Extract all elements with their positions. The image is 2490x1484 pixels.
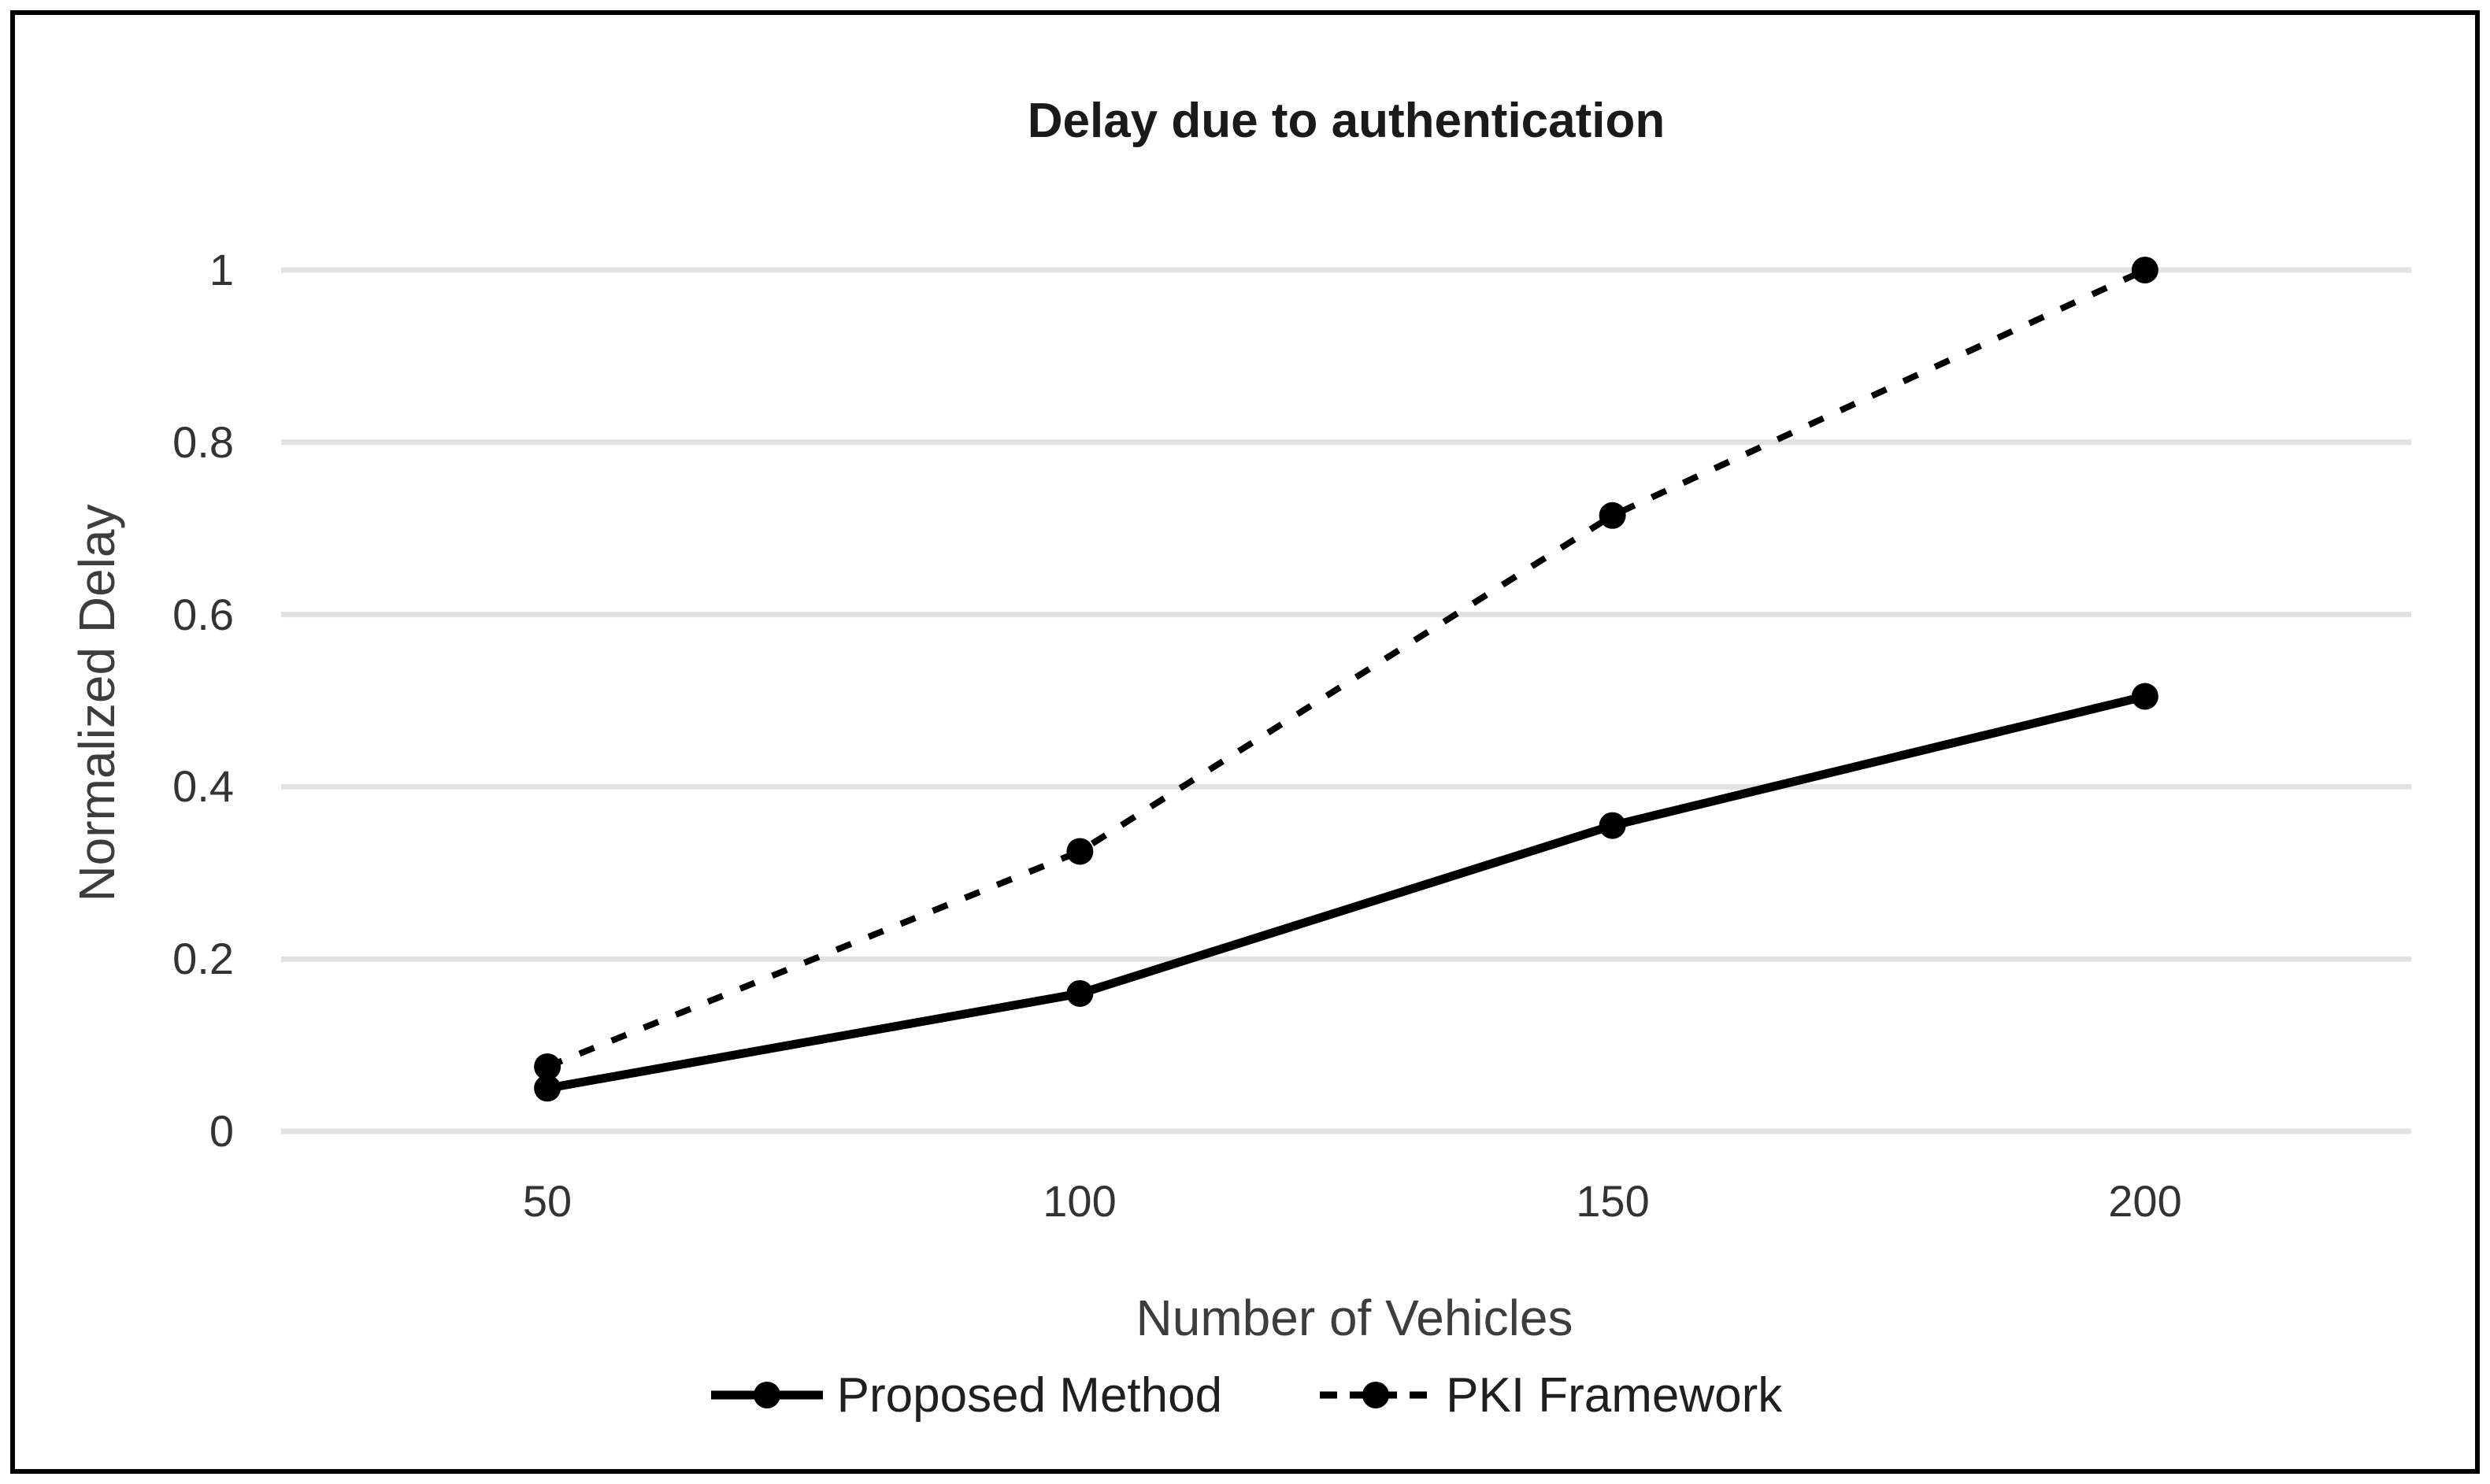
legend-marker-dashed-line-icon [1320, 1382, 1432, 1408]
x-tick-label: 100 [1043, 1176, 1117, 1226]
x-tick-label: 50 [522, 1176, 572, 1226]
legend: Proposed Method PKI Framework [0, 1357, 2490, 1433]
x-axis-title: Number of Vehicles [1136, 1290, 1573, 1346]
data-point-marker [2131, 683, 2158, 710]
legend-label: Proposed Method [836, 1367, 1223, 1423]
data-point-marker [1066, 979, 1094, 1007]
y-axis-title: Normalized Delay [69, 504, 125, 902]
y-tick-label: 0.2 [172, 934, 234, 983]
data-point-marker [1066, 838, 1094, 865]
series-line-proposed-method [547, 692, 2147, 1093]
data-point-marker [1599, 501, 1626, 529]
x-tick-label: 150 [1576, 1176, 1650, 1226]
figure-border [10, 10, 2480, 1474]
y-tick-label: 1 [209, 245, 234, 294]
y-tick-label: 0 [209, 1106, 234, 1156]
data-point-marker [2131, 257, 2158, 283]
legend-label: PKI Framework [1446, 1367, 1783, 1423]
data-point-marker [1599, 812, 1626, 839]
legend-marker-solid-line-icon [710, 1382, 823, 1408]
chart-title: Delay due to authentication [1027, 94, 1666, 148]
legend-item-pki-framework: PKI Framework [1317, 1357, 1782, 1433]
data-point-marker [534, 1075, 561, 1102]
data-point-marker [534, 1053, 561, 1080]
legend-item-proposed-method: Proposed Method [708, 1357, 1222, 1433]
y-tick-label: 0.4 [172, 761, 234, 811]
series-line-pki-framework [546, 267, 2147, 1070]
y-tick-label: 0.8 [172, 417, 234, 467]
x-tick-label: 200 [2108, 1176, 2182, 1226]
y-tick-label: 0.6 [172, 590, 234, 639]
